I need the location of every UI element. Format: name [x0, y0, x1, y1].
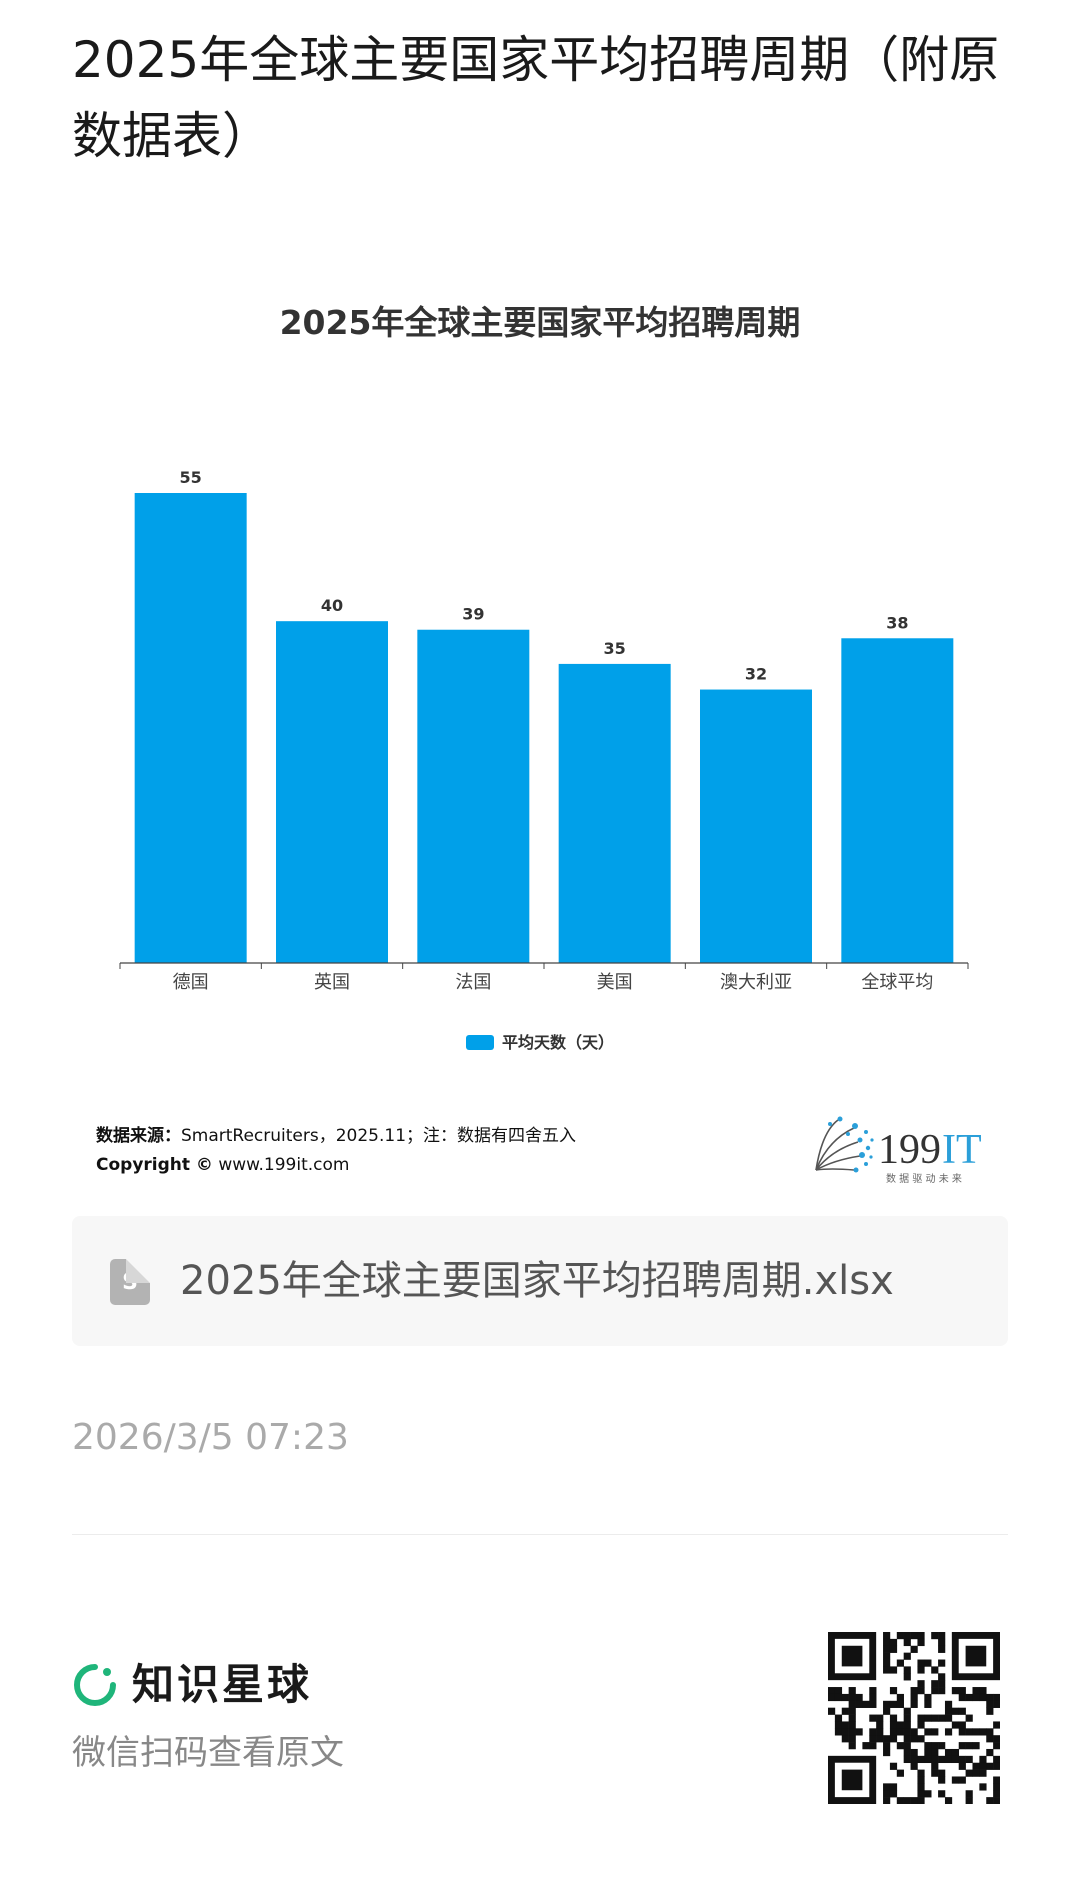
qr-code-icon — [828, 1632, 1001, 1805]
divider — [72, 1534, 1008, 1535]
attachment-file-card[interactable]: S 2025年全球主要国家平均招聘周期.xlsx — [72, 1216, 1008, 1346]
source-block: 数据来源：SmartRecruiters，2025.11；注：数据有四舍五入 C… — [96, 1122, 576, 1180]
value-labels-group: 55 40 39 35 32 38 — [180, 468, 909, 684]
source-line: 数据来源：SmartRecruiters，2025.11；注：数据有四舍五入 — [96, 1122, 576, 1151]
bar — [841, 638, 954, 963]
page-title: 2025年全球主要国家平均招聘周期（附原数据表） — [72, 31, 1000, 165]
logo-digits: 199 — [878, 1127, 941, 1173]
source-text: SmartRecruiters，2025.11；注：数据有四舍五入 — [181, 1126, 577, 1146]
bar — [417, 629, 530, 963]
x-tick-label: 法国 — [455, 972, 491, 993]
copyright-label: Copyright © — [96, 1155, 213, 1175]
bar — [700, 689, 812, 963]
bar — [134, 493, 247, 963]
bar-chart: 2025年全球主要国家平均招聘周期 55 40 39 35 32 38 德国 英国 法国 美国 澳… — [0, 280, 1080, 1080]
bar — [276, 621, 388, 963]
file-name: 2025年全球主要国家平均招聘周期.xlsx — [180, 1258, 894, 1304]
logo-letters: IT — [942, 1127, 982, 1173]
bar-value-label: 39 — [462, 605, 484, 624]
copyright-line: Copyright © www.199it.com — [96, 1151, 576, 1180]
copyright-site: www.199it.com — [218, 1155, 350, 1175]
logo-tagline: 数 据 驱 动 未 来 — [886, 1172, 962, 1185]
zsxq-logo-icon — [74, 1664, 116, 1706]
dandelion-logo-icon: 199 IT 数 据 驱 动 未 来 — [815, 1116, 982, 1185]
file-icon-letter: S — [122, 1270, 138, 1295]
chart-svg: 2025年全球主要国家平均招聘周期 55 40 39 35 32 38 德国 英国 法国 美国 澳… — [119, 303, 969, 1052]
spreadsheet-file-icon: S — [110, 1259, 150, 1305]
legend-group: 平均天数（天） — [466, 1033, 614, 1052]
legend-label: 平均天数（天） — [502, 1033, 614, 1052]
x-tick-label: 英国 — [314, 972, 350, 993]
bar-value-label: 40 — [321, 596, 343, 615]
x-axis-group: 德国 英国 法国 美国 澳大利亚 全球平均 — [119, 962, 969, 993]
bar-value-label: 35 — [604, 639, 626, 658]
publish-timestamp: 2026/3/5 07:23 — [72, 1417, 349, 1458]
scan-to-read-text: 微信扫码查看原文 — [72, 1733, 344, 1773]
logo-199it: 199 IT 数 据 驱 动 未 来 — [808, 1110, 998, 1190]
bar-value-label: 38 — [886, 613, 908, 632]
brand-name: 知识星球 — [132, 1660, 313, 1709]
qr-code-svg — [828, 1632, 1001, 1805]
bars-group — [134, 493, 954, 963]
bar-value-label: 55 — [180, 468, 202, 487]
x-tick-label: 德国 — [173, 972, 209, 993]
chart-title: 2025年全球主要国家平均招聘周期 — [280, 303, 801, 342]
legend-swatch — [466, 1035, 494, 1050]
source-label: 数据来源： — [96, 1126, 181, 1146]
x-tick-label: 澳大利亚 — [720, 972, 792, 993]
bar-value-label: 32 — [745, 665, 767, 684]
bar — [558, 663, 671, 963]
x-tick-label: 全球平均 — [861, 972, 933, 993]
x-tick-label: 美国 — [597, 972, 633, 993]
